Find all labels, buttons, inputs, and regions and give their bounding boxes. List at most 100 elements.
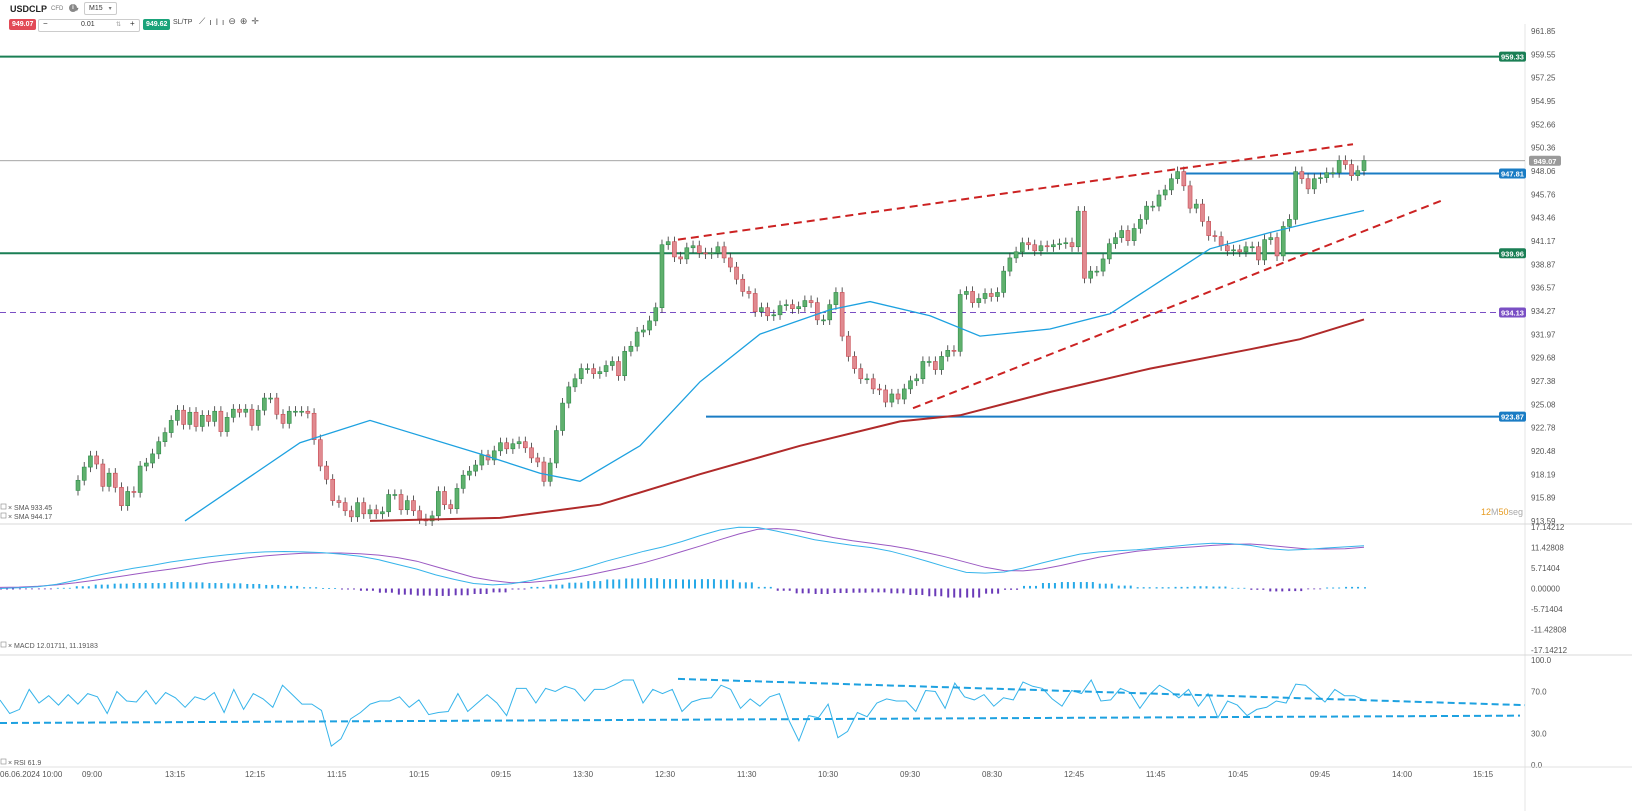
candle: [249, 404, 255, 431]
histogram-bar: [1155, 587, 1158, 589]
histogram-bar: [606, 579, 609, 589]
candle: [715, 241, 721, 258]
candle: [1343, 155, 1348, 170]
sell-button[interactable]: 949.07: [9, 19, 37, 30]
candle-body: [94, 455, 99, 465]
histogram-bar: [1300, 588, 1303, 592]
badge-label: 934.13: [1501, 308, 1524, 317]
candle-body: [684, 247, 690, 260]
histogram-bar: [1072, 582, 1075, 589]
info-icon[interactable]: i: [69, 4, 77, 12]
price-level-badge: 939.96: [1499, 248, 1526, 259]
candle-body: [1349, 164, 1354, 176]
candle: [970, 286, 975, 308]
histogram-bar: [1332, 587, 1335, 589]
candle-body: [361, 502, 367, 515]
crosshair-icon[interactable]: ✛: [251, 16, 263, 26]
candle: [1256, 241, 1261, 266]
candle: [964, 286, 969, 300]
price-tick-label: 925.08: [1531, 400, 1556, 409]
candle: [1280, 221, 1286, 261]
candle: [833, 287, 839, 310]
candle-body: [945, 350, 951, 357]
histogram-bar: [1237, 587, 1240, 589]
candle-body: [1100, 258, 1106, 272]
candle: [995, 287, 1000, 302]
candle-body: [678, 256, 683, 260]
candle-body: [367, 509, 373, 515]
histogram-bar: [1243, 587, 1246, 589]
candle: [765, 302, 770, 321]
histogram-bar: [871, 588, 874, 593]
candle: [1268, 232, 1274, 245]
candle: [1318, 172, 1323, 184]
histogram-bar: [30, 588, 33, 590]
candle-body: [746, 291, 752, 294]
candle-body: [299, 410, 304, 413]
candle: [473, 459, 478, 477]
histogram-bar: [201, 582, 204, 589]
candle-body: [1119, 230, 1125, 238]
histogram-bar: [1193, 586, 1196, 589]
timeframe-selector[interactable]: M15 ▾: [84, 2, 117, 15]
histogram-bar: [953, 588, 956, 598]
candle-body: [125, 491, 131, 506]
candle: [858, 363, 864, 384]
candle: [106, 468, 112, 492]
candle: [597, 366, 603, 379]
quantity-stepper[interactable]: − 0.01 ⇅ +: [38, 19, 140, 32]
candle: [752, 288, 758, 317]
candle: [1026, 237, 1031, 250]
price-tick-label: 913.59: [1531, 517, 1556, 526]
buy-button[interactable]: 949.62: [143, 19, 171, 30]
indicators-icon[interactable]: ılı: [209, 16, 229, 27]
histogram-bar: [125, 583, 128, 589]
candle-body: [659, 244, 665, 308]
candle: [901, 383, 907, 405]
histogram-bar: [303, 587, 306, 589]
candle-body: [1305, 178, 1311, 190]
drawing-tools-icon[interactable]: ⟋: [199, 16, 210, 26]
candle-body: [1336, 160, 1342, 173]
zoom-in-icon[interactable]: ⊕: [239, 16, 252, 26]
plus-icon[interactable]: +: [130, 19, 135, 28]
candle: [523, 436, 528, 453]
histogram-bar: [1079, 582, 1082, 589]
candle: [504, 437, 509, 454]
spinner-arrows-icon[interactable]: ⇅: [116, 22, 122, 28]
histogram-bar: [877, 588, 880, 593]
candle-body: [460, 474, 466, 489]
histogram-bar: [826, 588, 829, 594]
candle-body: [1293, 171, 1298, 220]
histogram-bar: [296, 585, 299, 589]
symbol-selector[interactable]: USDCLP CFD ▾: [10, 4, 78, 14]
candle-body: [162, 432, 168, 443]
histogram-bar: [341, 588, 343, 590]
sltp-button[interactable]: SL/TP: [173, 19, 193, 26]
candle-body: [436, 491, 441, 517]
quantity-value[interactable]: 0.01: [81, 21, 95, 28]
candle: [672, 236, 677, 262]
histogram-bar: [163, 583, 166, 589]
histogram-bar: [1047, 583, 1050, 589]
zoom-out-icon[interactable]: ⊖: [228, 16, 240, 26]
candle: [119, 482, 124, 511]
candle-body: [814, 302, 820, 321]
candle-body: [1075, 210, 1081, 248]
candle-body: [895, 393, 901, 400]
histogram-bar: [479, 588, 482, 594]
sma-fast-legend: × SMA 933.45: [8, 505, 52, 512]
candle-body: [150, 453, 155, 464]
candle: [1119, 225, 1125, 243]
histogram-bar: [706, 579, 709, 589]
candle-body: [1355, 170, 1361, 176]
minus-icon[interactable]: −: [43, 19, 48, 28]
candle: [547, 457, 553, 487]
candle-body: [224, 417, 230, 432]
histogram-bar: [883, 588, 886, 593]
candle-body: [1243, 246, 1249, 253]
sma-legend: × SMA 933.45 × SMA 944.17: [0, 503, 52, 521]
candle: [1013, 246, 1019, 264]
histogram-bar: [100, 584, 103, 589]
